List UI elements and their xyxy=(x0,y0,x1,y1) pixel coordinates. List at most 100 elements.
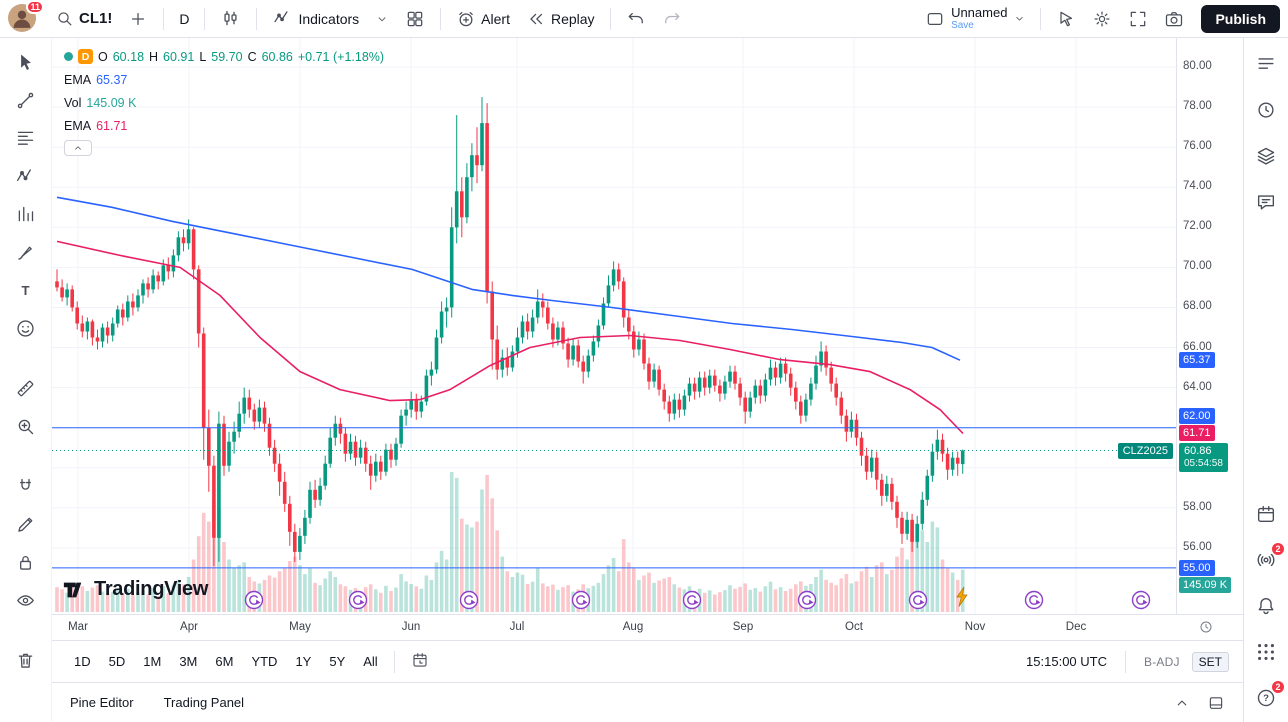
streams-button[interactable]: 2 xyxy=(1252,542,1285,574)
tab-trading-panel[interactable]: Trading Panel xyxy=(163,695,245,710)
legend-main-row[interactable]: D O 60.18 H 60.91 L 59.70 C 60.86 +0.71 (+1.… xyxy=(64,48,384,65)
save-link[interactable]: Save xyxy=(951,20,974,32)
projection-tool[interactable] xyxy=(12,200,40,228)
volume-bar xyxy=(551,584,555,612)
apps-button[interactable] xyxy=(1252,638,1280,666)
volume-bar xyxy=(834,585,838,612)
trend-line-tool[interactable] xyxy=(12,86,40,114)
grid-templates-button[interactable] xyxy=(398,5,432,33)
object-tree-button[interactable] xyxy=(1252,142,1280,170)
volume-bar xyxy=(343,586,348,612)
help-button[interactable]: ? 2 xyxy=(1252,680,1285,712)
alerts-button[interactable] xyxy=(1252,96,1280,124)
timezone-button[interactable]: 15:15:00 UTC xyxy=(1026,654,1107,669)
calendar-button[interactable] xyxy=(1252,500,1280,528)
range-5d[interactable]: 5D xyxy=(101,651,134,672)
price-chart[interactable] xyxy=(52,38,1176,614)
volume-bar xyxy=(530,581,535,612)
hide-tool[interactable] xyxy=(12,586,40,614)
time-axis-settings-icon[interactable] xyxy=(1198,619,1214,635)
ema-pink-line[interactable] xyxy=(56,240,964,435)
notifications-button[interactable] xyxy=(1252,592,1280,620)
rollover-marker[interactable] xyxy=(571,590,591,610)
undo-button[interactable] xyxy=(619,5,653,33)
volume-bar xyxy=(667,577,672,612)
price-axis[interactable]: 80.00 78.00 76.00 74.00 72.00 70.00 68.00 66.00… xyxy=(1176,38,1243,614)
volume-bar xyxy=(110,592,115,612)
user-avatar[interactable]: 11 xyxy=(8,0,44,34)
layout-select-button[interactable]: Unnamed Save xyxy=(919,4,1032,34)
range-6m[interactable]: 6M xyxy=(207,651,241,672)
indicator-templates-button[interactable] xyxy=(368,5,396,33)
legend-collapse-button[interactable] xyxy=(64,140,92,156)
publish-button[interactable]: Publish xyxy=(1201,4,1280,33)
candle-body xyxy=(470,155,474,178)
interval-button[interactable]: D xyxy=(172,5,196,33)
chart-type-button[interactable] xyxy=(213,5,248,33)
compare-add-symbol-button[interactable] xyxy=(121,5,155,33)
rollover-marker[interactable] xyxy=(348,590,368,610)
chart-settings-button[interactable] xyxy=(1085,5,1119,33)
go-to-date-button[interactable] xyxy=(403,648,437,675)
cursor-tool[interactable] xyxy=(12,48,40,76)
rollover-marker[interactable] xyxy=(1024,590,1044,610)
rollover-marker[interactable] xyxy=(682,590,702,610)
measure-tool[interactable] xyxy=(12,374,40,402)
range-5y[interactable]: 5Y xyxy=(321,651,353,672)
range-1y[interactable]: 1Y xyxy=(287,651,319,672)
rollover-marker[interactable] xyxy=(244,590,264,610)
tab-pine-editor[interactable]: Pine Editor xyxy=(70,695,134,710)
volume-bar xyxy=(186,577,191,612)
ema-blue-line[interactable] xyxy=(56,196,961,361)
legend-volume-row[interactable]: Vol 145.09 K xyxy=(64,94,384,111)
watchlist-button[interactable] xyxy=(1252,50,1280,78)
volume-bar xyxy=(55,587,59,612)
alert-button[interactable]: Alert xyxy=(449,5,517,33)
legend-ema-pink-row[interactable]: EMA 61.71 xyxy=(64,117,384,134)
lightning-marker[interactable] xyxy=(956,586,968,607)
settlement-toggle[interactable]: SET xyxy=(1191,651,1229,672)
zoom-tool[interactable] xyxy=(12,412,40,440)
time-axis-month: Mar xyxy=(68,621,88,633)
range-1d[interactable]: 1D xyxy=(66,651,99,672)
range-ytd[interactable]: YTD xyxy=(243,651,285,672)
candle-body xyxy=(121,309,125,318)
magnet-tool[interactable] xyxy=(12,472,40,500)
open-panel-button[interactable] xyxy=(1207,694,1225,712)
remove-tool[interactable] xyxy=(12,646,40,674)
pattern-tool[interactable] xyxy=(12,162,40,190)
rollover-marker[interactable] xyxy=(797,590,817,610)
rollover-marker[interactable] xyxy=(908,590,928,610)
indicators-button[interactable]: Indicators xyxy=(265,5,366,33)
text-tool[interactable]: T xyxy=(12,276,40,304)
legend-ema-blue-row[interactable]: EMA 65.37 xyxy=(64,71,384,88)
symbol-search-button[interactable]: CL1! xyxy=(48,5,119,33)
ideas-chat-button[interactable] xyxy=(1252,188,1280,216)
svg-text:T: T xyxy=(21,282,29,297)
range-all[interactable]: All xyxy=(355,651,385,672)
candle-body xyxy=(945,453,950,470)
expand-panel-button[interactable] xyxy=(1173,694,1191,712)
lock-tool[interactable] xyxy=(12,548,40,576)
range-3m[interactable]: 3M xyxy=(171,651,205,672)
redo-button[interactable] xyxy=(655,5,689,33)
plus-icon xyxy=(128,9,148,29)
rollover-marker[interactable] xyxy=(459,590,479,610)
volume-bar xyxy=(409,584,413,612)
snapshot-button[interactable] xyxy=(1157,5,1191,33)
help-badge: 2 xyxy=(1271,680,1285,694)
rollover-arrow-icon xyxy=(576,595,585,605)
draw-mode-tool[interactable] xyxy=(12,510,40,538)
fib-retracement-tool[interactable] xyxy=(12,124,40,152)
volume-bar xyxy=(485,474,489,612)
time-axis[interactable]: Mar Apr May Jun Jul Aug Sep Oct Nov Dec xyxy=(52,614,1243,640)
candle-body xyxy=(667,401,672,414)
brush-tool[interactable] xyxy=(12,238,40,266)
replay-button[interactable]: Replay xyxy=(519,5,602,33)
fullscreen-button[interactable] xyxy=(1121,5,1155,33)
cursor-sync-button[interactable] xyxy=(1049,5,1083,33)
back-adjust-toggle[interactable]: B-ADJ xyxy=(1143,654,1180,669)
emoji-tool[interactable] xyxy=(12,314,40,342)
rollover-marker[interactable] xyxy=(1131,590,1151,610)
range-1m[interactable]: 1M xyxy=(135,651,169,672)
